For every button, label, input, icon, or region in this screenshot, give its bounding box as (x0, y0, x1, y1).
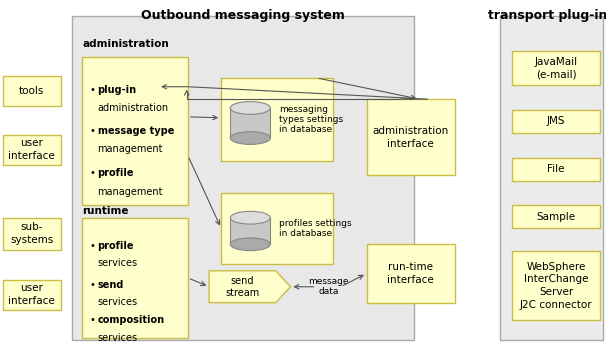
Text: Sample: Sample (536, 212, 576, 222)
Bar (221, 78, 333, 161)
Text: •: • (89, 280, 95, 290)
Text: tools: tools (19, 86, 44, 96)
Text: message type: message type (98, 126, 174, 136)
Text: JMS: JMS (547, 116, 565, 126)
Text: send: send (98, 280, 124, 290)
Text: administration: administration (82, 39, 169, 49)
Text: JavaMail
(e-mail): JavaMail (e-mail) (534, 57, 578, 80)
Bar (3, 280, 61, 310)
Ellipse shape (230, 102, 270, 114)
Text: management: management (98, 187, 163, 196)
Text: messaging
types settings
in database: messaging types settings in database (279, 104, 343, 135)
Bar (3, 135, 61, 165)
Text: WebSphere
InterChange
Server
J2C connector: WebSphere InterChange Server J2C connect… (520, 262, 592, 310)
Polygon shape (209, 271, 290, 303)
Text: •: • (89, 85, 95, 95)
Text: profiles settings
in database: profiles settings in database (279, 219, 351, 238)
Bar (367, 99, 454, 175)
Ellipse shape (230, 132, 270, 144)
Text: services: services (98, 333, 138, 343)
Text: profile: profile (98, 168, 134, 178)
Bar (3, 218, 61, 250)
Text: transport plug-ins: transport plug-ins (488, 9, 606, 22)
Bar (512, 251, 600, 320)
Text: plug-in: plug-in (98, 85, 137, 95)
Text: send
stream: send stream (225, 276, 259, 298)
Bar (230, 218, 270, 244)
Bar (72, 16, 414, 340)
Bar (82, 218, 188, 338)
Text: administration: administration (98, 103, 168, 113)
Ellipse shape (230, 238, 270, 251)
Text: services: services (98, 258, 138, 268)
Text: message
data: message data (308, 277, 349, 296)
Bar (367, 244, 454, 303)
Bar (82, 57, 188, 205)
Text: administration
interface: administration interface (373, 126, 448, 149)
Bar (221, 193, 333, 264)
Bar (512, 205, 600, 228)
Text: profile: profile (98, 241, 134, 251)
Text: •: • (89, 126, 95, 136)
Bar (3, 76, 61, 106)
Text: •: • (89, 315, 95, 325)
Bar (512, 158, 600, 181)
Text: user
interface: user interface (8, 283, 55, 306)
Bar (512, 51, 600, 85)
Text: Outbound messaging system: Outbound messaging system (141, 9, 345, 22)
Text: composition: composition (98, 315, 165, 325)
Ellipse shape (230, 211, 270, 224)
Text: services: services (98, 297, 138, 307)
Text: run-time
interface: run-time interface (387, 262, 434, 285)
Bar (512, 110, 600, 133)
Text: File: File (547, 164, 565, 174)
Text: •: • (89, 168, 95, 178)
Bar (230, 108, 270, 138)
Text: •: • (89, 241, 95, 251)
Text: runtime: runtime (82, 206, 129, 216)
Text: user
interface: user interface (8, 138, 55, 161)
Text: management: management (98, 144, 163, 154)
Text: sub-
systems: sub- systems (10, 222, 53, 245)
Bar (500, 16, 603, 340)
